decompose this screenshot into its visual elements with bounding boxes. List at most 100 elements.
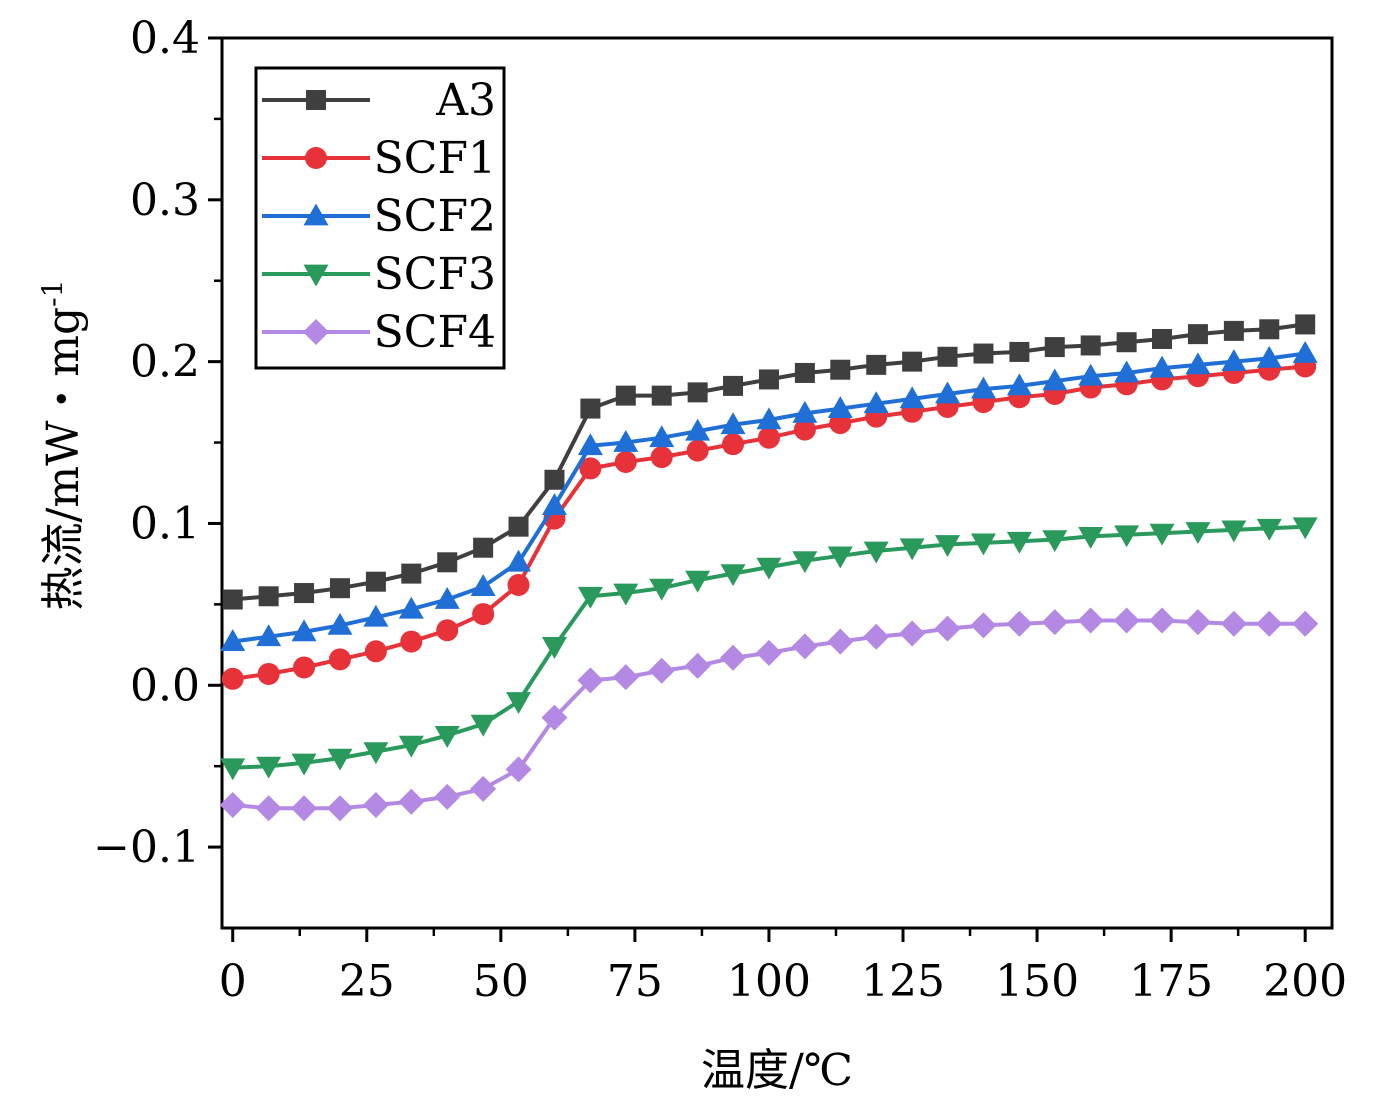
data-point (793, 418, 816, 441)
data-point (648, 657, 675, 684)
data-point (1221, 349, 1247, 372)
data-point (649, 425, 675, 448)
data-point (434, 726, 460, 748)
series-SCF2 (220, 341, 1318, 651)
data-point (970, 533, 996, 556)
data-point (473, 537, 494, 558)
data-point (507, 573, 530, 596)
data-point (722, 433, 745, 456)
data-point (1149, 607, 1176, 634)
data-point (220, 629, 246, 651)
data-point (899, 538, 925, 561)
legend-swatch-marker (303, 203, 329, 226)
data-point (1256, 518, 1282, 541)
data-point (758, 369, 779, 390)
data-point (794, 362, 815, 383)
data-point (437, 552, 458, 573)
data-point (973, 343, 994, 364)
data-point (1185, 352, 1211, 375)
data-point (470, 574, 496, 596)
data-point (863, 391, 889, 414)
x-tick-label: 50 (473, 956, 529, 1007)
x-tick-label: 0 (219, 956, 247, 1007)
data-point (685, 570, 711, 593)
data-point (1256, 610, 1283, 637)
legend-swatch-marker (303, 319, 329, 345)
data-point (613, 430, 639, 452)
data-point (1006, 531, 1032, 554)
data-point (363, 604, 389, 627)
data-point (755, 639, 782, 666)
data-point (398, 788, 425, 815)
data-point (757, 426, 780, 449)
data-point (687, 382, 708, 403)
legend-swatch-marker (305, 147, 327, 169)
data-point (329, 578, 350, 599)
legend-label: SCF2 (374, 191, 496, 242)
data-point (221, 667, 244, 690)
legend-label: SCF3 (374, 249, 496, 300)
data-point (219, 792, 246, 819)
legend: A3 SCF1 SCF2 SCF3 SCF4 (254, 66, 506, 370)
x-tick-label: 125 (861, 956, 945, 1007)
data-point (1044, 337, 1065, 358)
data-point (365, 571, 386, 592)
data-point (1259, 319, 1280, 340)
data-point (899, 620, 926, 647)
x-tick-label: 75 (607, 956, 663, 1007)
data-point (1114, 525, 1140, 548)
data-point (756, 557, 782, 580)
data-point (937, 346, 958, 367)
x-tick-label: 150 (995, 956, 1079, 1007)
y-axis-title-superscript: -1 (36, 280, 69, 307)
data-point (1187, 324, 1208, 345)
data-point (1149, 523, 1175, 546)
legend-item: A3 (262, 75, 496, 126)
data-point (1256, 345, 1282, 368)
data-point (508, 516, 529, 537)
y-tick-label: 0.0 (130, 660, 200, 711)
data-point (326, 795, 353, 822)
plot-frame (220, 36, 1334, 930)
data-point (791, 633, 818, 660)
y-tick-label: −0.1 (93, 822, 200, 873)
data-point (255, 795, 282, 822)
data-point (580, 398, 601, 419)
data-point (1041, 609, 1068, 636)
data-point (294, 583, 315, 604)
data-point (362, 792, 389, 819)
data-point (935, 381, 961, 404)
data-point (328, 648, 351, 671)
data-point (686, 439, 709, 462)
y-tick-label: 0.1 (130, 498, 200, 549)
series-line (232, 351, 1306, 644)
data-point (577, 586, 603, 609)
data-point (327, 612, 353, 635)
data-point (256, 756, 282, 779)
data-point (470, 714, 496, 737)
legend-label: A3 (435, 75, 496, 126)
data-point (685, 418, 711, 441)
data-point (577, 433, 603, 456)
data-point (541, 704, 568, 731)
legend-label: SCF1 (374, 133, 496, 184)
x-tick-label: 25 (339, 956, 395, 1007)
data-point (577, 667, 604, 694)
data-point (1116, 332, 1137, 353)
data-point (258, 586, 279, 607)
data-point (1295, 314, 1316, 335)
x-tick-label: 175 (1129, 956, 1213, 1007)
x-tick-label: 200 (1263, 956, 1347, 1007)
data-point (1080, 335, 1101, 356)
y-tick-label: 0.4 (130, 13, 200, 64)
legend-label: SCF4 (374, 307, 496, 358)
data-point (970, 612, 997, 639)
y-axis: −0.1 0.0 0.1 0.2 0.3 0.4 (93, 13, 222, 873)
data-point (934, 615, 961, 642)
data-point (1292, 610, 1319, 637)
data-point (291, 619, 317, 642)
data-point (720, 412, 746, 435)
data-point (1292, 341, 1318, 363)
data-point (827, 396, 853, 418)
data-point (579, 457, 602, 480)
